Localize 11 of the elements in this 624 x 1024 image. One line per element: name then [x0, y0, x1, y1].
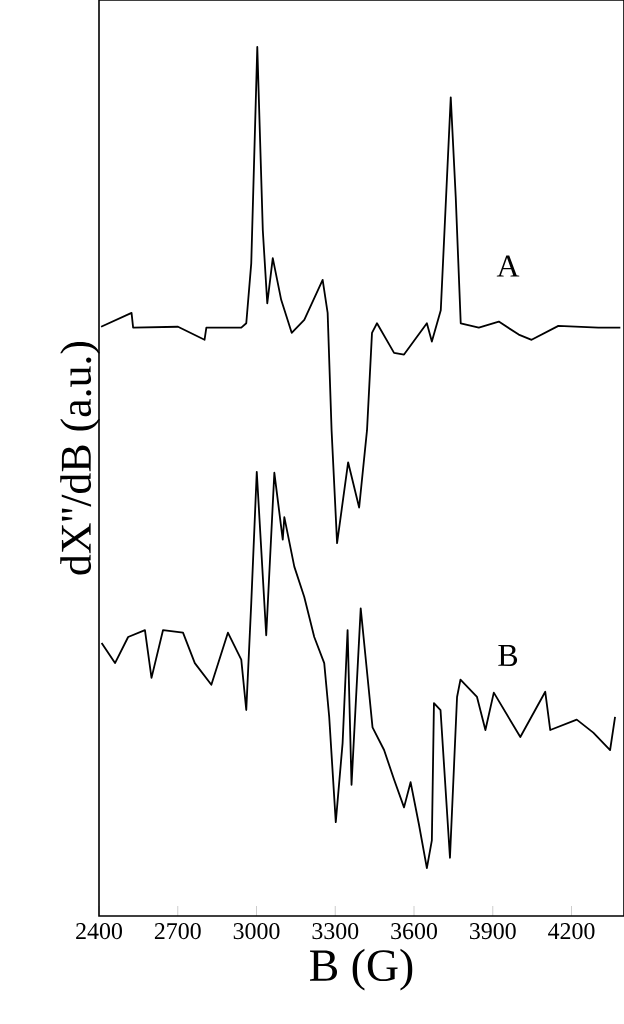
x-tick-label: 3900 — [470, 923, 516, 940]
y-axis-title: dX''/dB (a.u.) — [60, 341, 100, 575]
x-tick-label: 3000 — [233, 923, 280, 940]
x-tick-label: 4200 — [548, 923, 595, 940]
series-label: A — [496, 255, 520, 277]
x-tick-label: 2400 — [76, 923, 122, 940]
x-tick-label: 3300 — [312, 923, 359, 940]
x-tick-label: 2700 — [154, 923, 201, 940]
x-axis-title: B (G) — [309, 948, 413, 991]
series-label: B — [498, 644, 518, 666]
x-tick-label: 3600 — [391, 923, 437, 940]
